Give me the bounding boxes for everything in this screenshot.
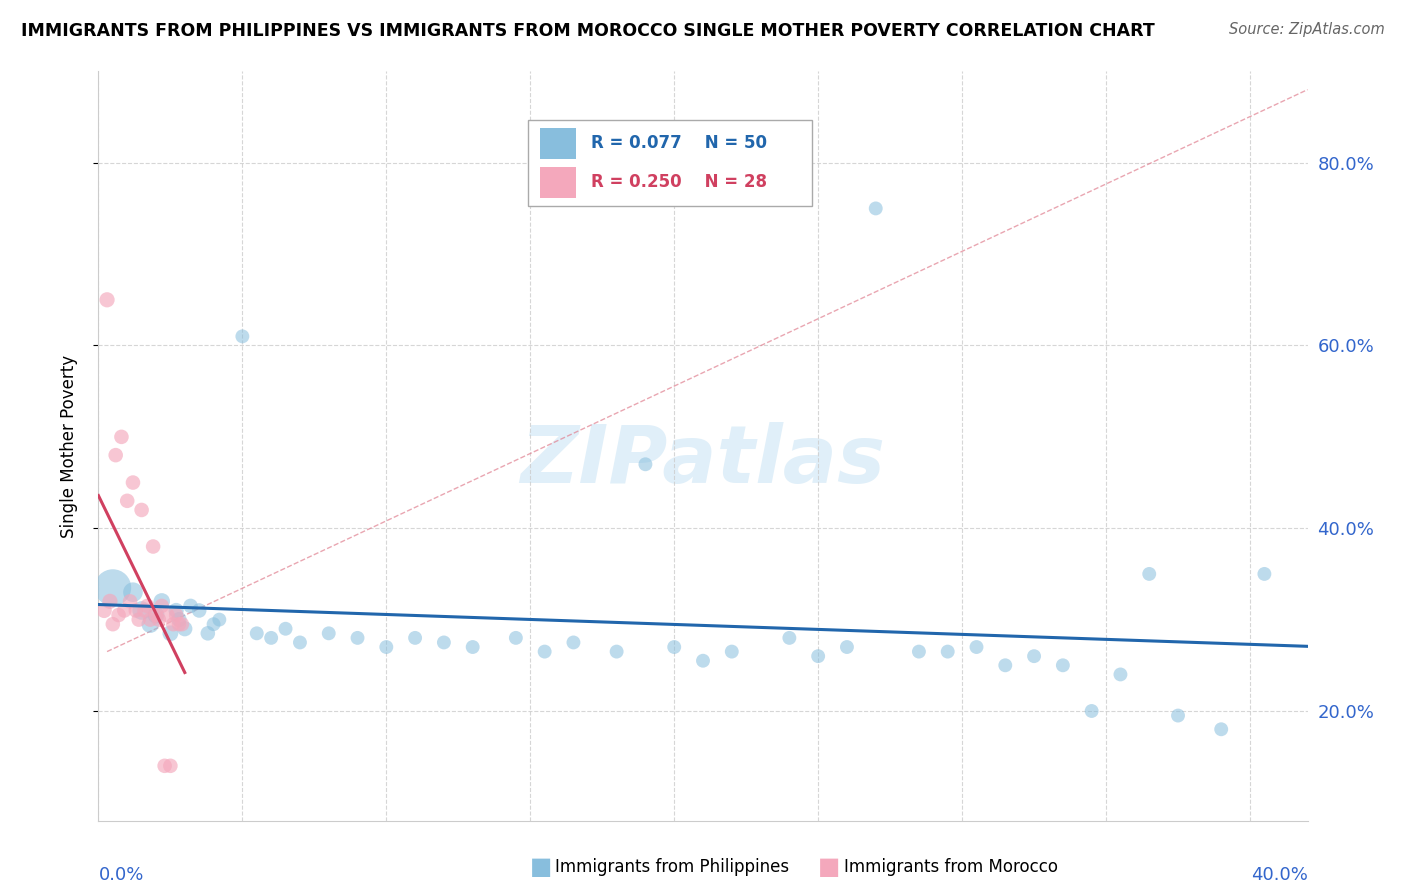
Point	[122, 475, 145, 490]
Point	[93, 603, 115, 617]
Point	[150, 594, 173, 608]
Point	[865, 202, 887, 216]
Point	[131, 603, 153, 617]
Point	[634, 457, 657, 471]
Point	[122, 585, 145, 599]
Text: 40.0%: 40.0%	[1251, 865, 1308, 884]
Point	[908, 644, 931, 658]
Point	[107, 608, 129, 623]
Point	[1253, 566, 1275, 581]
FancyBboxPatch shape	[540, 167, 576, 198]
Point	[664, 640, 686, 654]
Point	[1167, 708, 1189, 723]
Point	[156, 608, 179, 623]
Point	[188, 603, 211, 617]
Point	[807, 649, 830, 664]
Text: R = 0.077    N = 50: R = 0.077 N = 50	[591, 135, 766, 153]
Point	[128, 613, 150, 627]
Point	[120, 594, 142, 608]
Point	[159, 626, 181, 640]
Point	[692, 654, 714, 668]
Point	[142, 540, 165, 554]
Point	[318, 626, 340, 640]
Point	[145, 608, 167, 623]
Point	[1022, 649, 1045, 664]
Point	[101, 581, 124, 595]
Point	[159, 759, 181, 773]
Point	[180, 599, 202, 613]
Point	[96, 293, 118, 307]
Point	[461, 640, 484, 654]
Text: 0.0%: 0.0%	[98, 865, 143, 884]
Point	[139, 613, 162, 627]
Point	[98, 594, 121, 608]
Point	[1080, 704, 1102, 718]
Point	[148, 613, 170, 627]
Point	[288, 635, 311, 649]
Point	[274, 622, 297, 636]
Point	[112, 603, 135, 617]
Point	[150, 599, 173, 613]
Point	[167, 617, 190, 632]
Text: IMMIGRANTS FROM PHILIPPINES VS IMMIGRANTS FROM MOROCCO SINGLE MOTHER POVERTY COR: IMMIGRANTS FROM PHILIPPINES VS IMMIGRANT…	[21, 22, 1154, 40]
Text: ■: ■	[818, 855, 841, 879]
Point	[606, 644, 628, 658]
Text: ■: ■	[530, 855, 553, 879]
Point	[104, 448, 127, 462]
Point	[720, 644, 742, 658]
Point	[208, 613, 231, 627]
Point	[136, 599, 159, 613]
Point	[246, 626, 269, 640]
Text: R = 0.250    N = 28: R = 0.250 N = 28	[591, 173, 766, 191]
Point	[162, 617, 184, 632]
Point	[170, 617, 193, 632]
Point	[101, 617, 124, 632]
Point	[153, 759, 176, 773]
FancyBboxPatch shape	[540, 128, 576, 159]
Text: ZIPatlas: ZIPatlas	[520, 422, 886, 500]
Point	[375, 640, 398, 654]
Y-axis label: Single Mother Poverty: Single Mother Poverty	[59, 354, 77, 538]
Point	[167, 613, 190, 627]
Point	[115, 493, 138, 508]
Point	[505, 631, 527, 645]
Point	[202, 617, 225, 632]
Text: Source: ZipAtlas.com: Source: ZipAtlas.com	[1229, 22, 1385, 37]
Point	[131, 503, 153, 517]
Point	[562, 635, 585, 649]
Point	[110, 430, 132, 444]
Point	[139, 617, 162, 632]
Point	[533, 644, 555, 658]
Point	[966, 640, 988, 654]
Point	[231, 329, 253, 343]
Text: Immigrants from Morocco: Immigrants from Morocco	[844, 858, 1057, 876]
Point	[433, 635, 456, 649]
Point	[936, 644, 959, 658]
Point	[404, 631, 426, 645]
Point	[173, 622, 195, 636]
Point	[197, 626, 219, 640]
Point	[1052, 658, 1074, 673]
Point	[1137, 566, 1160, 581]
Point	[1211, 723, 1233, 737]
Point	[1109, 667, 1132, 681]
FancyBboxPatch shape	[527, 120, 811, 206]
Point	[145, 608, 167, 623]
Point	[778, 631, 800, 645]
Point	[165, 603, 187, 617]
Point	[994, 658, 1017, 673]
Text: Immigrants from Philippines: Immigrants from Philippines	[555, 858, 790, 876]
Point	[346, 631, 368, 645]
Point	[165, 608, 187, 623]
Point	[835, 640, 858, 654]
Point	[125, 603, 148, 617]
Point	[260, 631, 283, 645]
Point	[134, 603, 156, 617]
